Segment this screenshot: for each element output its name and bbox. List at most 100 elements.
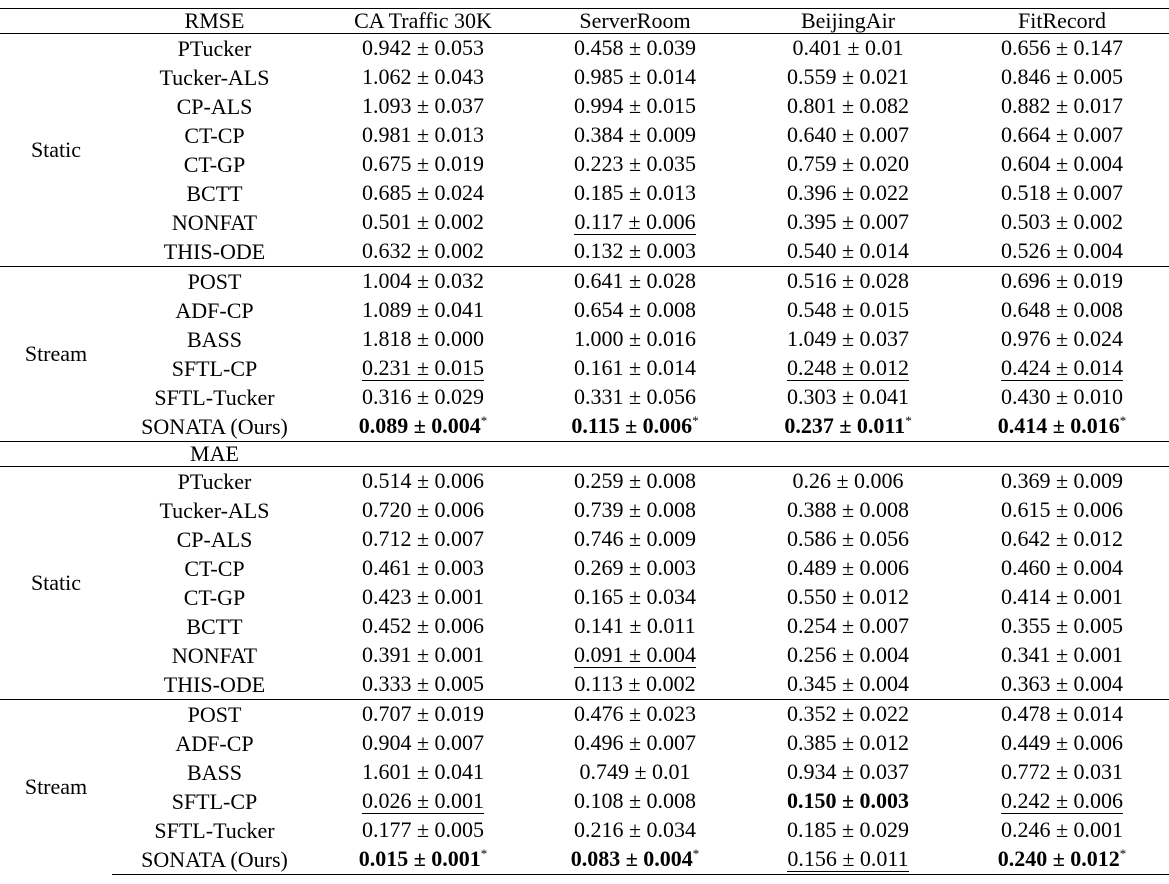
table-row: SFTL-Tucker 0.177 ± 0.005 0.216 ± 0.034 0.1… bbox=[0, 816, 1169, 845]
value-text: 0.707 ± 0.019 bbox=[361, 701, 485, 726]
table-row: ADF-CP 1.089 ± 0.041 0.654 ± 0.008 0.548 ± … bbox=[0, 296, 1169, 325]
column-header: BeijingAir bbox=[741, 8, 955, 34]
value-text: 0.739 ± 0.008 bbox=[573, 497, 697, 522]
value-cell: 0.396 ± 0.022 bbox=[741, 179, 955, 208]
value-text: 0.981 ± 0.013 bbox=[361, 122, 485, 147]
value-text: 0.242 ± 0.006 bbox=[1000, 787, 1124, 814]
value-text: 1.049 ± 0.037 bbox=[786, 326, 910, 351]
value-text: 0.254 ± 0.007 bbox=[786, 613, 910, 638]
value-cell: 0.656 ± 0.147 bbox=[955, 34, 1169, 64]
value-text: 0.132 ± 0.003 bbox=[573, 238, 697, 263]
table-row: THIS-ODE 0.632 ± 0.002 0.132 ± 0.003 0.540 … bbox=[0, 237, 1169, 267]
value-text: 0.423 ± 0.001 bbox=[361, 584, 485, 609]
value-text: 0.384 ± 0.009 bbox=[573, 122, 697, 147]
value-text: 0.391 ± 0.001 bbox=[361, 642, 485, 667]
table-row: CP-ALS 1.093 ± 0.037 0.994 ± 0.015 0.801 ± … bbox=[0, 92, 1169, 121]
significance-mark: * bbox=[692, 846, 700, 861]
group-label: Stream bbox=[0, 266, 112, 442]
metric-label: RMSE bbox=[112, 8, 317, 34]
value-text: 0.675 ± 0.019 bbox=[361, 151, 485, 176]
value-text: 0.388 ± 0.008 bbox=[786, 497, 910, 522]
value-cell: 0.115 ± 0.006* bbox=[529, 412, 741, 442]
value-cell: 0.685 ± 0.024 bbox=[317, 179, 529, 208]
value-text: 0.089 ± 0.004 bbox=[358, 413, 481, 438]
value-text: 0.385 ± 0.012 bbox=[786, 730, 910, 755]
value-cell: 0.237 ± 0.011* bbox=[741, 412, 955, 442]
method-name: SFTL-CP bbox=[171, 355, 258, 381]
value-cell: 0.501 ± 0.002 bbox=[317, 208, 529, 237]
method-name: ADF-CP bbox=[175, 730, 254, 756]
value-text: 0.632 ± 0.002 bbox=[361, 238, 485, 263]
value-cell: 0.550 ± 0.012 bbox=[741, 583, 955, 612]
value-text: 0.115 ± 0.006 bbox=[571, 413, 693, 438]
value-text: 0.363 ± 0.004 bbox=[1000, 671, 1124, 696]
table-row: CP-ALS 0.712 ± 0.007 0.746 ± 0.009 0.586 ± … bbox=[0, 525, 1169, 554]
value-text: 0.083 ± 0.004 bbox=[570, 846, 693, 871]
value-text: 0.976 ± 0.024 bbox=[1000, 326, 1124, 351]
value-text: 0.759 ± 0.020 bbox=[786, 151, 910, 176]
value-text: 0.141 ± 0.011 bbox=[574, 613, 696, 638]
group-label: Stream bbox=[0, 699, 112, 875]
table-row: CT-GP 0.675 ± 0.019 0.223 ± 0.035 0.759 ± 0… bbox=[0, 150, 1169, 179]
value-text: 0.333 ± 0.005 bbox=[361, 671, 485, 696]
method-name: SFTL-CP bbox=[171, 788, 258, 814]
value-cell: 0.132 ± 0.003 bbox=[529, 237, 741, 267]
table-row: Stream POST 0.707 ± 0.019 0.476 ± 0.023 0.35… bbox=[0, 699, 1169, 875]
value-text: 0.259 ± 0.008 bbox=[573, 468, 697, 493]
value-text: 1.000 ± 0.016 bbox=[573, 326, 697, 351]
value-text: 1.004 ± 0.032 bbox=[361, 268, 485, 293]
value-cell: 0.331 ± 0.056 bbox=[529, 383, 741, 412]
method-name: SONATA (Ours) bbox=[112, 845, 317, 875]
value-cell: 0.256 ± 0.004 bbox=[741, 641, 955, 670]
value-cell: 1.049 ± 0.037 bbox=[741, 325, 955, 354]
significance-mark: * bbox=[480, 846, 488, 861]
column-header: CA Traffic 30K bbox=[317, 8, 529, 34]
column-header-empty bbox=[741, 441, 955, 467]
method-name: CT-CP bbox=[184, 555, 245, 581]
value-text: 0.526 ± 0.004 bbox=[1000, 238, 1124, 263]
value-cell: 1.004 ± 0.032 bbox=[317, 266, 529, 296]
value-cell: 0.559 ± 0.021 bbox=[741, 63, 955, 92]
value-text: 1.089 ± 0.041 bbox=[361, 297, 485, 322]
column-header-empty bbox=[529, 441, 741, 467]
results-table: RMSE CA Traffic 30K ServerRoom BeijingAir Fi… bbox=[0, 8, 1169, 875]
value-text: 0.216 ± 0.034 bbox=[573, 817, 697, 842]
value-cell: 0.223 ± 0.035 bbox=[529, 150, 741, 179]
value-cell: 1.089 ± 0.041 bbox=[317, 296, 529, 325]
value-text: 1.062 ± 0.043 bbox=[361, 64, 485, 89]
value-cell: 0.654 ± 0.008 bbox=[529, 296, 741, 325]
value-cell: 0.424 ± 0.014 bbox=[955, 354, 1169, 383]
value-text: 0.489 ± 0.006 bbox=[786, 555, 910, 580]
value-cell: 0.712 ± 0.007 bbox=[317, 525, 529, 554]
value-cell: 0.981 ± 0.013 bbox=[317, 121, 529, 150]
value-text: 0.586 ± 0.056 bbox=[786, 526, 910, 551]
value-cell: 0.772 ± 0.031 bbox=[955, 758, 1169, 787]
group-label: Static bbox=[30, 137, 82, 162]
value-cell: 0.089 ± 0.004* bbox=[317, 412, 529, 442]
value-cell: 0.934 ± 0.037 bbox=[741, 758, 955, 787]
value-cell: 0.240 ± 0.012* bbox=[955, 845, 1169, 875]
method-name: Tucker-ALS bbox=[159, 64, 270, 90]
table-row: BASS 1.818 ± 0.000 1.000 ± 0.016 1.049 ± 0.… bbox=[0, 325, 1169, 354]
value-text: 0.430 ± 0.010 bbox=[1000, 384, 1124, 409]
table-row: Static PTucker 0.514 ± 0.006 0.259 ± 0.008 0… bbox=[0, 467, 1169, 594]
value-cell: 0.942 ± 0.053 bbox=[317, 34, 529, 64]
value-cell: 0.248 ± 0.012 bbox=[741, 354, 955, 383]
value-text: 0.352 ± 0.022 bbox=[786, 701, 910, 726]
value-text: 0.994 ± 0.015 bbox=[573, 93, 697, 118]
method-name: BASS bbox=[186, 326, 243, 352]
method-name: CT-GP bbox=[183, 584, 246, 610]
value-cell: 0.904 ± 0.007 bbox=[317, 729, 529, 758]
significance-mark: * bbox=[692, 413, 699, 428]
value-text: 0.985 ± 0.014 bbox=[573, 64, 697, 89]
method-name: CT-GP bbox=[183, 151, 246, 177]
value-cell: 0.385 ± 0.012 bbox=[741, 729, 955, 758]
value-cell: 0.246 ± 0.001 bbox=[955, 816, 1169, 845]
value-cell: 0.259 ± 0.008 bbox=[529, 467, 741, 497]
value-cell: 0.141 ± 0.011 bbox=[529, 612, 741, 641]
method-name: SFTL-Tucker bbox=[154, 384, 275, 410]
value-text: 0.503 ± 0.002 bbox=[1000, 209, 1124, 234]
value-cell: 0.640 ± 0.007 bbox=[741, 121, 955, 150]
section-header-row: MAE bbox=[0, 441, 1169, 467]
value-cell: 0.882 ± 0.017 bbox=[955, 92, 1169, 121]
